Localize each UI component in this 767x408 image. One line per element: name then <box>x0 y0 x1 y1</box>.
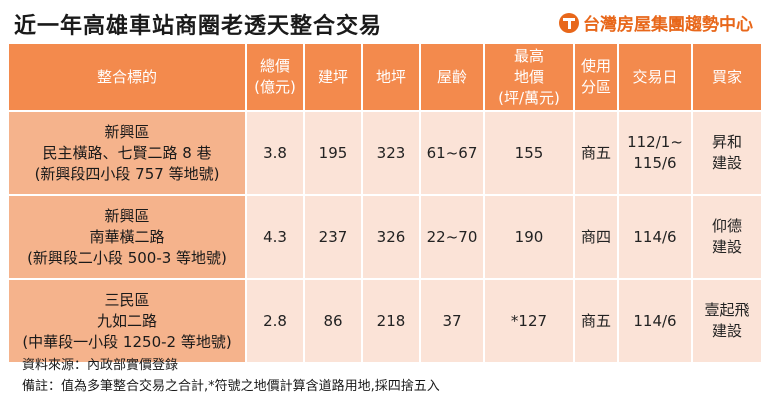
header-land-price: 最高 地價 (坪/萬元) <box>483 42 575 112</box>
cell-date: 112/1~ 115/6 <box>617 110 693 196</box>
cell-age: 37 <box>419 278 485 364</box>
transaction-table: 整合標的 總價 (億元) 建坪 地坪 屋齡 最高 地價 (坪/萬元) 使用 分區 交易日… <box>7 42 763 364</box>
cell-price: 4.3 <box>245 194 305 280</box>
header-buyer: 買家 <box>691 42 763 112</box>
cell-land-price: *127 <box>483 278 575 364</box>
cell-target: 新興區 南華橫二路 (新興段二小段 500-3 等地號) <box>7 194 247 280</box>
cell-price: 3.8 <box>245 110 305 196</box>
header-age: 屋齡 <box>419 42 485 112</box>
cell-age: 22~70 <box>419 194 485 280</box>
taiwan-realty-logo-icon <box>559 12 579 33</box>
header-target: 整合標的 <box>7 42 247 112</box>
brand: 台灣房屋集團趨勢中心 <box>559 10 753 35</box>
cell-date: 114/6 <box>617 194 693 280</box>
cell-land-price: 155 <box>483 110 575 196</box>
table-header-row: 整合標的 總價 (億元) 建坪 地坪 屋齡 最高 地價 (坪/萬元) 使用 分區 交易日… <box>7 42 763 112</box>
source-note: 資料來源：內政部實價登錄 <box>22 358 179 373</box>
cell-zoning: 商五 <box>573 110 619 196</box>
cell-buyer: 昇和 建設 <box>691 110 763 196</box>
cell-zoning: 商五 <box>573 278 619 364</box>
header-building-ping: 建坪 <box>303 42 363 112</box>
cell-date: 114/6 <box>617 278 693 364</box>
header-land-ping: 地坪 <box>361 42 421 112</box>
table-row: 三民區 九如二路 (中華段一小段 1250-2 等地號) 2.8 86 218 37… <box>7 278 763 364</box>
cell-target: 新興區 民主橫路、七賢二路 8 巷 (新興段四小段 757 等地號) <box>7 110 247 196</box>
header-zoning: 使用 分區 <box>573 42 619 112</box>
cell-price: 2.8 <box>245 278 305 364</box>
cell-buyer: 仰德 建設 <box>691 194 763 280</box>
cell-land-price: 190 <box>483 194 575 280</box>
cell-age: 61~67 <box>419 110 485 196</box>
cell-building-ping: 195 <box>303 110 363 196</box>
page-title: 近一年高雄車站商圈老透天整合交易 <box>14 14 383 39</box>
remark-note: 備註：值為多筆整合交易之合計,*符號之地價計算含道路用地,採四捨五入 <box>22 379 440 394</box>
cell-zoning: 商四 <box>573 194 619 280</box>
footnotes: 資料來源：內政部實價登錄 備註：值為多筆整合交易之合計,*符號之地價計算含道路用… <box>22 355 440 397</box>
table-row: 新興區 南華橫二路 (新興段二小段 500-3 等地號) 4.3 237 326 2… <box>7 194 763 280</box>
cell-land-ping: 218 <box>361 278 421 364</box>
cell-land-ping: 326 <box>361 194 421 280</box>
cell-target: 三民區 九如二路 (中華段一小段 1250-2 等地號) <box>7 278 247 364</box>
table-row: 新興區 民主橫路、七賢二路 8 巷 (新興段四小段 757 等地號) 3.8 195… <box>7 110 763 196</box>
brand-name: 台灣房屋集團趨勢中心 <box>583 15 753 35</box>
cell-building-ping: 237 <box>303 194 363 280</box>
cell-building-ping: 86 <box>303 278 363 364</box>
cell-land-ping: 323 <box>361 110 421 196</box>
cell-buyer: 壹起飛 建設 <box>691 278 763 364</box>
header-price: 總價 (億元) <box>245 42 305 112</box>
header-date: 交易日 <box>617 42 693 112</box>
